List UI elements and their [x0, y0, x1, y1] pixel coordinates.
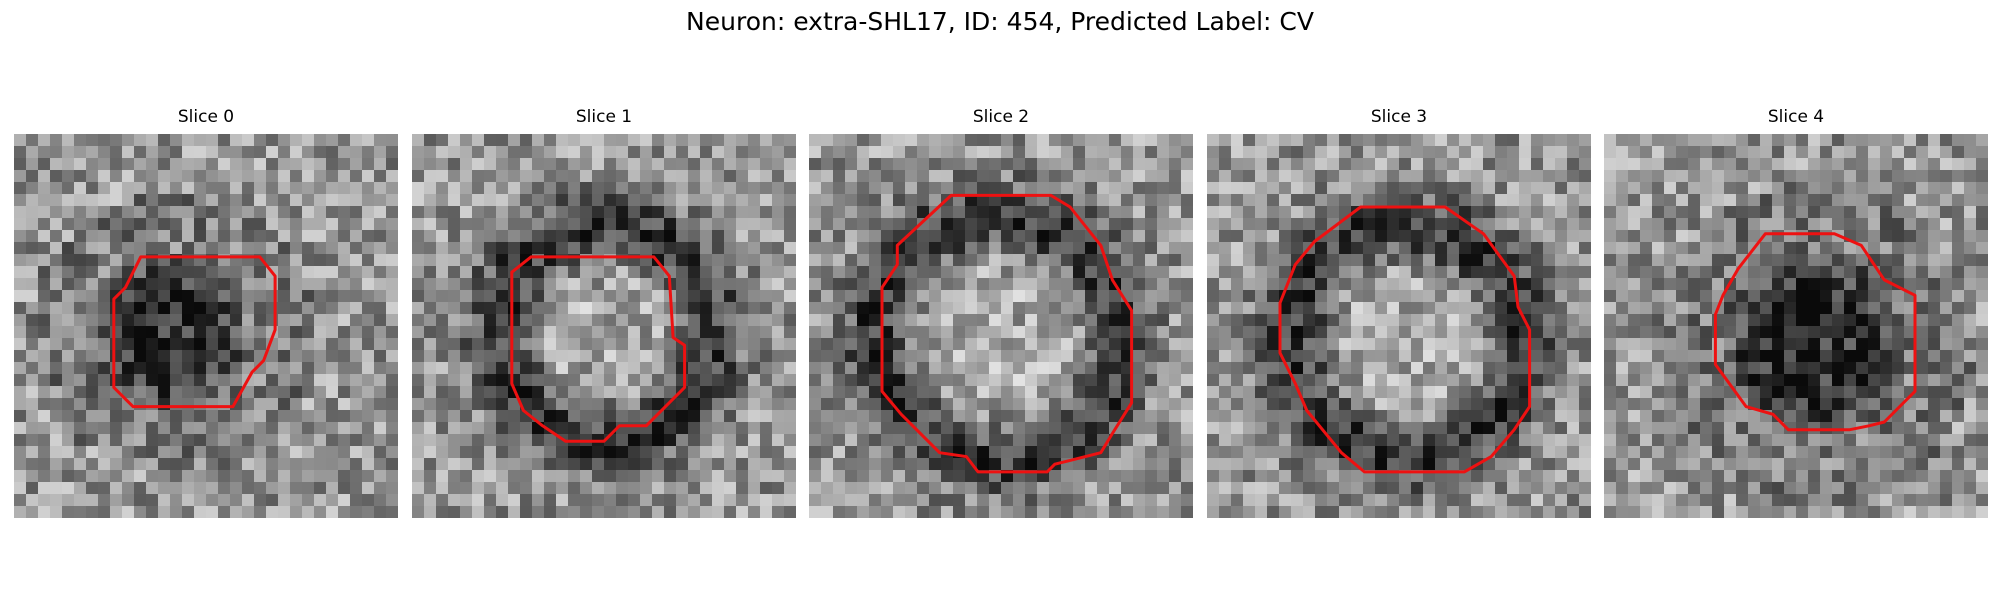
slice-title: Slice 4	[1767, 107, 1825, 127]
segmentation-contour	[880, 193, 1134, 474]
slice-panel-4: Slice 4	[1604, 106, 1988, 518]
slice-panel-1: Slice 1	[412, 106, 796, 518]
slice-image	[1604, 134, 1988, 518]
slice-image	[1207, 134, 1591, 518]
slice-title: Slice 1	[575, 107, 633, 127]
segmentation-contour	[1278, 205, 1532, 474]
slice-pixels	[412, 134, 796, 518]
slice-title: Slice 0	[177, 107, 235, 127]
slice-pixels	[809, 134, 1193, 518]
slice-image	[14, 134, 398, 518]
segmentation-contour	[510, 255, 687, 443]
segmentation-contour	[112, 255, 277, 409]
slice-pixels	[14, 134, 398, 518]
slice-panel-3: Slice 3	[1207, 106, 1591, 518]
slice-title: Slice 3	[1370, 107, 1428, 127]
slice-title: Slice 2	[972, 107, 1030, 127]
slice-panel-0: Slice 0	[14, 106, 398, 518]
slice-pixels	[1207, 134, 1591, 518]
segmentation-contour	[1713, 232, 1917, 432]
figure-title: Neuron: extra-SHL17, ID: 454, Predicted …	[686, 7, 1314, 36]
slice-pixels	[1604, 134, 1988, 518]
slice-image	[412, 134, 796, 518]
slice-image	[809, 134, 1193, 518]
slice-panel-2: Slice 2	[809, 106, 1193, 518]
